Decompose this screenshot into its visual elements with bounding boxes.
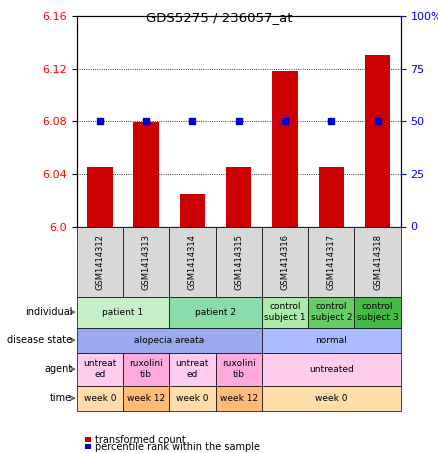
Bar [226,167,251,226]
Text: week 0: week 0 [176,394,208,403]
Text: GSM1414313: GSM1414313 [141,234,151,289]
Text: GSM1414312: GSM1414312 [95,234,104,289]
Text: patient 2: patient 2 [195,308,236,317]
Bar [87,167,113,226]
Text: untreated: untreated [309,365,354,374]
Text: control
subject 3: control subject 3 [357,303,399,322]
Text: agent: agent [44,364,72,374]
Text: untreat
ed: untreat ed [83,360,117,379]
Bar [365,55,390,226]
Text: GSM1414314: GSM1414314 [188,234,197,289]
Text: disease state: disease state [7,335,72,345]
Text: control
subject 1: control subject 1 [264,303,306,322]
Bar [180,193,205,226]
Text: transformed count: transformed count [95,434,185,445]
Text: individual: individual [25,307,72,317]
Bar [318,167,344,226]
Bar [133,122,159,226]
Text: percentile rank within the sample: percentile rank within the sample [95,442,260,452]
Text: ruxolini
tib: ruxolini tib [129,360,163,379]
Bar [272,71,298,226]
Text: week 0: week 0 [84,394,116,403]
Text: alopecia areata: alopecia areata [134,336,205,345]
Text: GSM1414318: GSM1414318 [373,234,382,289]
Text: week 0: week 0 [315,394,348,403]
Text: week 12: week 12 [219,394,258,403]
Text: untreat
ed: untreat ed [176,360,209,379]
Text: GSM1414316: GSM1414316 [280,234,290,289]
Text: control
subject 2: control subject 2 [311,303,352,322]
Text: GSM1414317: GSM1414317 [327,234,336,289]
Text: GDS5275 / 236057_at: GDS5275 / 236057_at [146,11,292,24]
Text: normal: normal [315,336,347,345]
Text: GSM1414315: GSM1414315 [234,234,243,289]
Text: ruxolini
tib: ruxolini tib [222,360,256,379]
Text: time: time [50,393,72,403]
Text: patient 1: patient 1 [102,308,144,317]
Text: week 12: week 12 [127,394,165,403]
